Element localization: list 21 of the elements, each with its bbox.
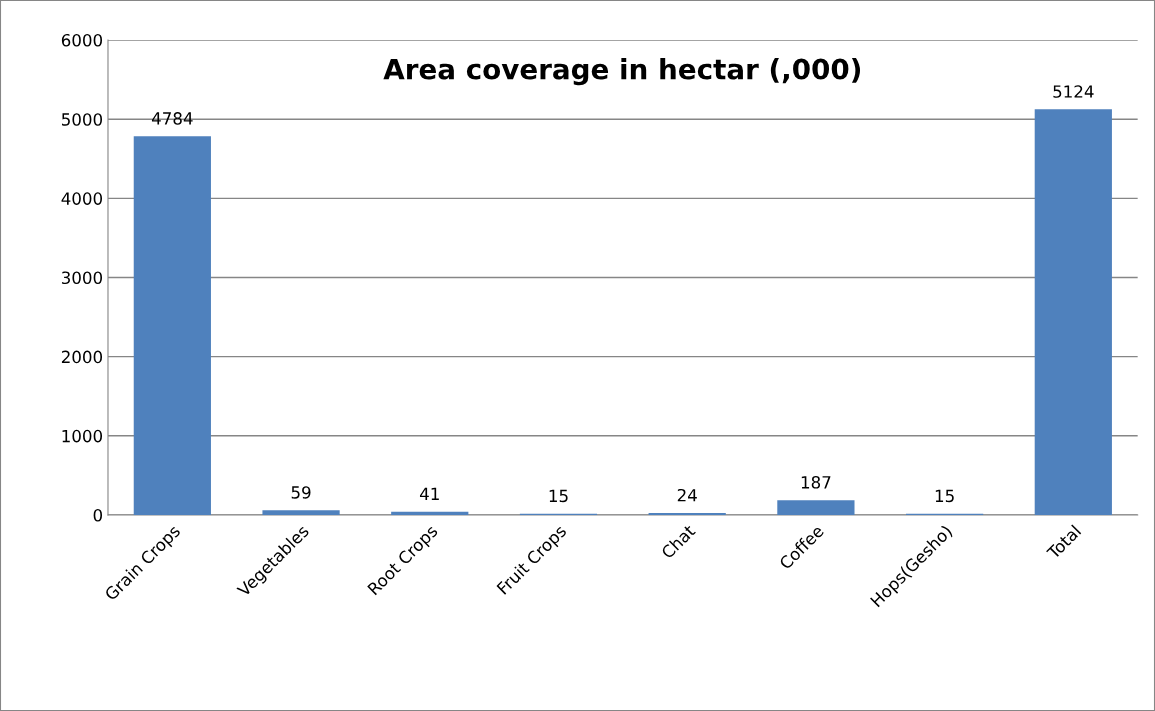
bar (262, 510, 340, 515)
y-tick-label: 5000 (62, 113, 103, 126)
y-tick-label: 6000 (61, 33, 103, 47)
data-label: 15 (935, 489, 954, 503)
data-label: 59 (291, 486, 311, 499)
bar (777, 500, 855, 515)
y-tick-label: 3000 (61, 271, 103, 285)
data-label: 187 (801, 476, 831, 489)
bar (1034, 109, 1112, 515)
data-label: 5124 (1053, 85, 1094, 98)
text: Area coverage in hectar (,000) (383, 58, 861, 86)
y-tick-label: 2000 (61, 350, 103, 364)
data-label: 15 (549, 489, 568, 503)
data-label: 4784 (151, 112, 193, 125)
data-label: 41 (419, 487, 439, 500)
y-tick-label: 0 (93, 508, 103, 522)
data-label: 24 (677, 488, 697, 502)
bar (391, 511, 469, 515)
bar (133, 136, 211, 515)
y-tick-label: 4000 (61, 192, 103, 205)
y-tick-label: 1000 (62, 429, 103, 443)
